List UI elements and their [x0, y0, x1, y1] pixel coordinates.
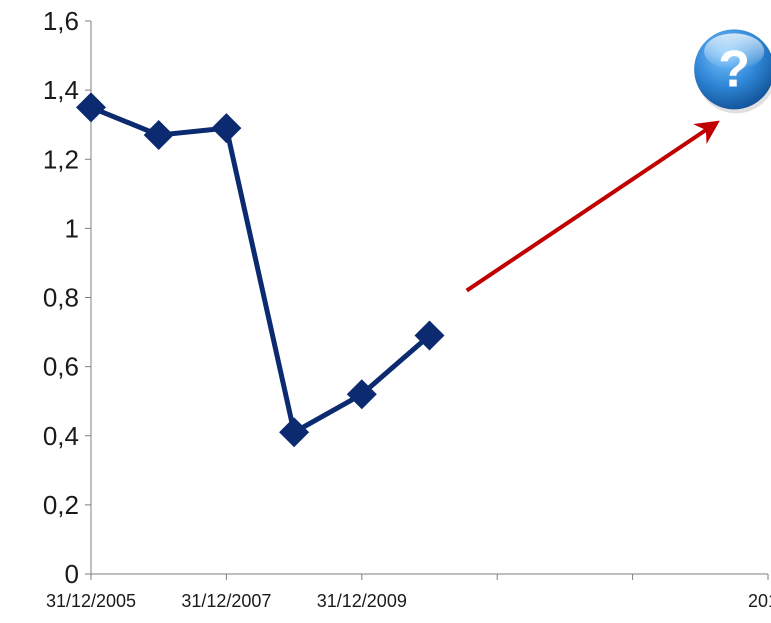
series-line: [88, 104, 432, 435]
data-point-marker: [279, 417, 310, 448]
x-tick-label: 31/12/2005: [46, 591, 136, 611]
y-tick-label: 0: [65, 559, 79, 589]
x-tick-label: 2015: [748, 591, 771, 611]
data-point-marker: [346, 379, 377, 410]
y-tick-label: 0,2: [43, 490, 79, 520]
y-tick-label: 1,2: [43, 144, 79, 174]
data-point-marker: [76, 92, 106, 123]
y-tick-label: 1: [65, 213, 79, 243]
trend-arrow: [465, 120, 720, 293]
x-tick-label: 31/12/2009: [317, 591, 407, 611]
question-mark-icon: ?: [694, 29, 771, 114]
annotations-layer: ?: [465, 29, 771, 293]
y-tick-label: 1,6: [43, 6, 79, 36]
data-point-marker: [414, 320, 445, 351]
y-tick-label: 0,8: [43, 283, 79, 313]
x-tick-label: 31/12/2007: [181, 591, 271, 611]
y-tick-label: 1,4: [43, 75, 79, 105]
y-tick-label: 0,4: [43, 421, 79, 451]
icon-gloss: [704, 33, 765, 70]
data-point-marker: [211, 113, 242, 144]
series-layer: [76, 92, 445, 448]
axes-layer: 0 0,2 0,4 0,6 0,8 1 1,2 1,4 1,6 31/12/2005 31/12/2…: [43, 6, 771, 611]
data-point-marker: [143, 120, 174, 151]
y-tick-label: 0,6: [43, 352, 79, 382]
question-mark-glyph: ?: [718, 40, 750, 98]
